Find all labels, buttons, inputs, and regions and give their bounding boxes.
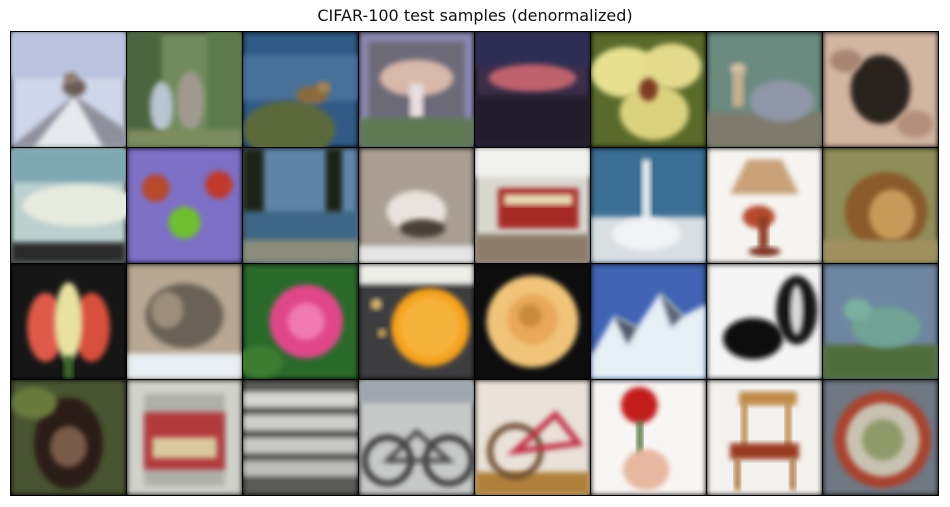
sample-image-red-bicycle: [475, 380, 590, 495]
sample-image-rose-peach: [475, 264, 590, 379]
sample-image-orange-slice: [359, 264, 474, 379]
sample-image-leopard-pattern: [823, 32, 938, 147]
sample-image-plate: [823, 380, 938, 495]
sample-image-rocket-launch: [591, 148, 706, 263]
sample-image-snowy-mountains: [591, 264, 706, 379]
sample-image-rose-in-hand: [591, 380, 706, 495]
sample-image-bicycle: [359, 380, 474, 495]
sample-image-bird-rock: [243, 32, 358, 147]
figure-title: CIFAR-100 test samples (denormalized): [317, 6, 633, 25]
sample-image-keyboard: [243, 380, 358, 495]
sample-image-sunset: [475, 32, 590, 147]
sample-image-skunk: [707, 264, 822, 379]
sample-image-chimpanzee: [11, 380, 126, 495]
sample-image-tin-can: [127, 380, 242, 495]
sample-image-lily: [591, 32, 706, 147]
sample-image-lake-trees: [243, 148, 358, 263]
sample-image-volcano: [11, 32, 126, 147]
sample-image-streetcar: [475, 148, 590, 263]
sample-image-apples: [127, 148, 242, 263]
sample-image-lamp: [707, 148, 822, 263]
sample-image-rose-pink: [243, 264, 358, 379]
sample-image-cloudy-sky: [11, 148, 126, 263]
image-grid: [10, 31, 939, 496]
sample-image-people-forest: [127, 32, 242, 147]
sample-image-chair: [707, 380, 822, 495]
sample-image-dinosaur: [823, 264, 938, 379]
sample-image-wolf: [127, 264, 242, 379]
sample-image-camel: [707, 32, 822, 147]
sample-image-lion: [823, 148, 938, 263]
sample-image-skunk-snow: [359, 148, 474, 263]
sample-image-tulip: [11, 264, 126, 379]
sample-image-mushroom: [359, 32, 474, 147]
